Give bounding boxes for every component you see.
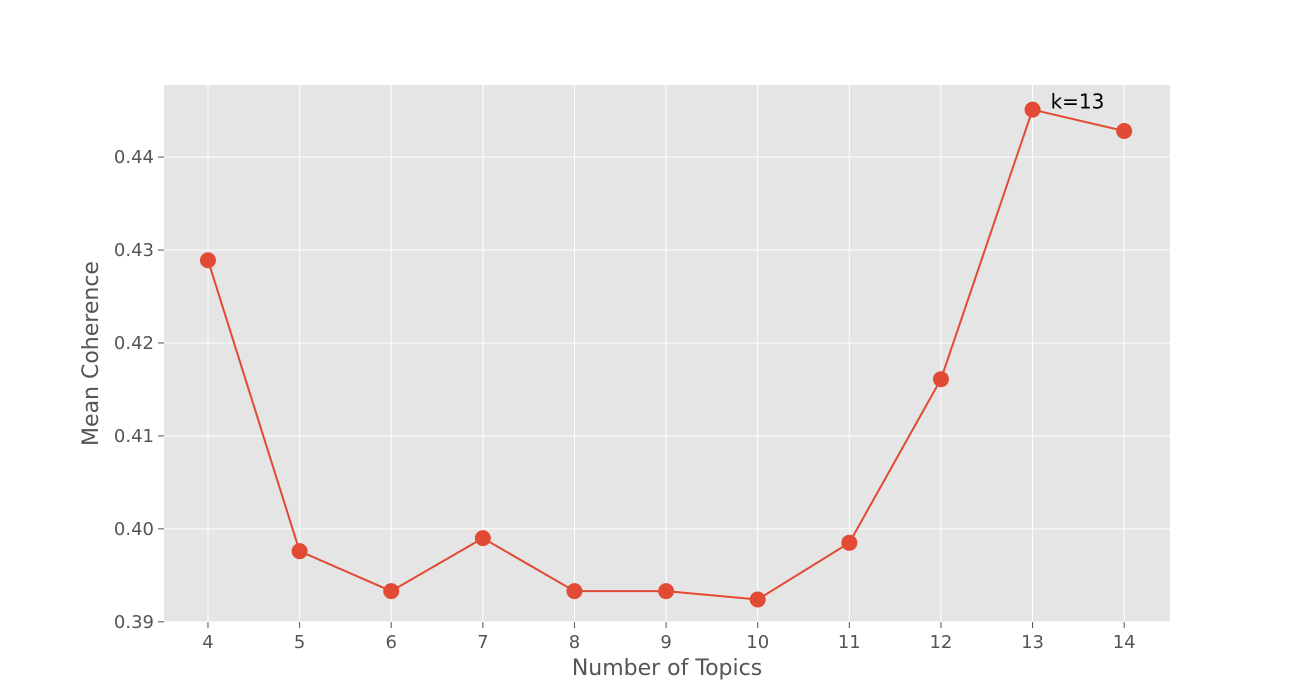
y-tick-label: 0.40	[114, 519, 154, 540]
plot-area	[164, 85, 1170, 622]
annotation-label: k=13	[1051, 90, 1105, 114]
x-axis-label: Number of Topics	[572, 656, 762, 681]
data-point	[658, 583, 675, 600]
data-point	[291, 543, 308, 560]
data-point	[474, 530, 491, 547]
x-tick-label: 9	[660, 632, 671, 653]
grid-lines	[164, 85, 1170, 623]
x-tick-label: 14	[1113, 632, 1136, 653]
x-tick-label: 5	[294, 632, 305, 653]
data-point	[383, 583, 400, 600]
y-tick-label: 0.43	[114, 240, 154, 261]
data-point	[566, 583, 583, 600]
data-point	[749, 591, 766, 608]
x-tick-label: 6	[385, 632, 396, 653]
y-tick-label: 0.42	[114, 333, 154, 354]
data-point	[199, 252, 216, 269]
data-point	[1116, 123, 1133, 140]
data-point	[932, 371, 949, 388]
data-point	[1024, 101, 1041, 118]
x-tick-label: 10	[746, 632, 769, 653]
x-tick-label: 7	[477, 632, 488, 653]
y-tick-label: 0.44	[114, 147, 154, 168]
x-tick-label: 11	[838, 632, 861, 653]
data-point	[841, 534, 858, 551]
x-tick-label: 13	[1021, 632, 1044, 653]
y-tick-label: 0.39	[114, 612, 154, 633]
series-layer	[199, 101, 1133, 608]
x-tick-label: 4	[202, 632, 213, 653]
x-tick-label: 12	[929, 632, 952, 653]
tick-labels: 4 5 6 7 8 9 10 11 12 13 14 0.39 0.40 0.41 0.42 0.43 0.44	[114, 147, 1136, 653]
y-axis-label: Mean Coherence	[79, 261, 104, 446]
x-tick-label: 8	[569, 632, 580, 653]
y-tick-label: 0.41	[114, 426, 154, 447]
annotations: k=13	[1051, 90, 1105, 114]
